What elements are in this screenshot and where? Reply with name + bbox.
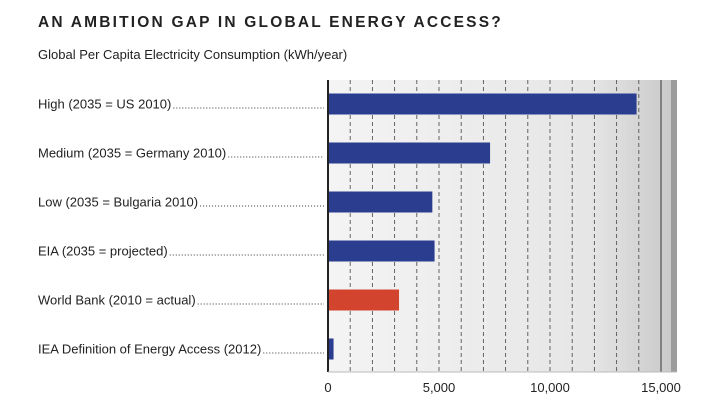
bar [329,191,433,213]
x-tick-label: 0 [324,380,331,395]
x-tick-label: 10,000 [530,380,570,395]
x-tick-label: 5,000 [423,380,456,395]
bar [329,338,334,360]
chart-subtitle: Global Per Capita Electricity Consumptio… [38,47,348,62]
bar [329,93,637,115]
plot-panel [328,80,676,372]
bar [329,142,491,164]
plot-panel-edge [671,80,677,372]
bar [329,240,435,262]
chart-title: AN AMBITION GAP IN GLOBAL ENERGY ACCESS? [38,14,503,31]
category-label: High (2035 = US 2010) [38,97,171,112]
category-label: World Bank (2010 = actual) [38,293,196,308]
category-label: Low (2035 = Bulgaria 2010) [38,195,198,210]
category-label: EIA (2035 = projected) [38,244,168,259]
category-label: Medium (2035 = Germany 2010) [38,146,226,161]
x-tick-label: 15,000 [641,380,681,395]
category-label: IEA Definition of Energy Access (2012) [38,342,261,357]
bar [329,289,400,311]
